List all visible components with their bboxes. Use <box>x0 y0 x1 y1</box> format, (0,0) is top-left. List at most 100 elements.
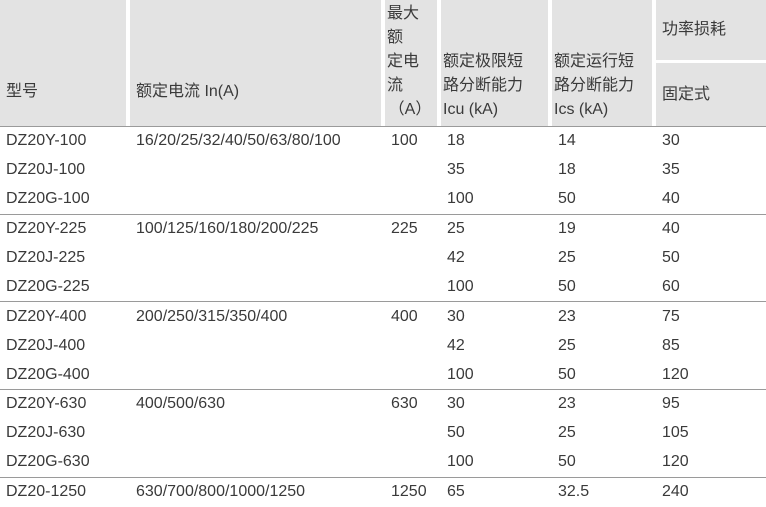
cell-max <box>385 272 441 301</box>
cell-in: 16/20/25/32/40/50/63/80/100 <box>130 126 385 156</box>
cell-in <box>130 419 385 448</box>
cell-in: 630/700/800/1000/1250 <box>130 476 385 507</box>
cell-in <box>130 185 385 214</box>
cell-max: 100 <box>385 126 441 156</box>
cell-loss: 75 <box>656 301 766 331</box>
cell-ics: 23 <box>552 301 656 331</box>
cell-icu: 25 <box>441 213 552 244</box>
cell-model: DZ20G-400 <box>6 365 90 383</box>
cell-max: 630 <box>385 389 441 419</box>
cell-icu: 42 <box>447 249 465 266</box>
cell-loss: 40 <box>662 190 680 208</box>
header-rated-current: 额定电流 In(A) <box>130 0 385 126</box>
cell-model: DZ20G-630 <box>6 453 90 471</box>
cell-ics: 50 <box>558 277 576 295</box>
table-row: DZ20Y-100 16/20/25/32/40/50/63/80/100 100 1… <box>0 126 766 156</box>
cell-in: 400/500/630 <box>130 389 385 419</box>
cell-model: DZ20-1250 <box>0 476 130 507</box>
cell-ics: 14 <box>552 126 656 156</box>
table-row: DZ20-1250 630/700/800/1000/1250 1250 65 32.5… <box>0 476 766 507</box>
header-power-loss: 功率损耗 <box>656 0 766 61</box>
cell-max <box>385 185 441 214</box>
table-row: DZ20G-630 100 50 120 <box>0 448 766 477</box>
table-row: DZ20Y-400 200/250/315/350/400 400 30 23 75 <box>0 301 766 331</box>
header-line: 定电流 <box>387 53 420 94</box>
cell-max: 225 <box>385 213 441 244</box>
cell-icu: 30 <box>441 389 552 419</box>
header-line: 额定运行短 <box>554 53 635 70</box>
cell-model: DZ20J-100 <box>6 161 86 179</box>
cell-ics: 25 <box>558 336 576 354</box>
cell-icu: 100 <box>447 190 474 208</box>
cell-model: DZ20Y-400 <box>0 301 130 331</box>
table-row: DZ20J-400 42 25 85 <box>0 331 766 360</box>
table-row: DZ20G-100 100 50 40 <box>0 185 766 214</box>
cell-ics: 50 <box>558 453 576 471</box>
cell-model: DZ20J-225 <box>6 249 86 266</box>
cell-max <box>385 419 441 448</box>
header-max-current: 最大额定电流 （A） <box>385 0 441 126</box>
header-line: （A） <box>388 101 432 118</box>
header-line: 路分断能力 <box>443 77 524 94</box>
cell-loss: 240 <box>656 476 766 507</box>
cell-model: DZ20G-100 <box>6 190 90 208</box>
cell-icu: 100 <box>447 453 474 471</box>
cell-loss: 35 <box>662 161 680 179</box>
table-row: DZ20G-225 100 50 60 <box>0 272 766 301</box>
cell-max: 1250 <box>385 476 441 507</box>
cell-in <box>130 331 385 360</box>
cell-loss: 95 <box>656 389 766 419</box>
header-line: Icu (kA) <box>443 101 499 118</box>
header-ics: 额定运行短路分断能力 Ics (kA) <box>552 0 656 126</box>
cell-loss: 60 <box>662 277 680 295</box>
cell-in <box>130 360 385 389</box>
cell-in <box>130 244 385 273</box>
cell-ics: 19 <box>552 213 656 244</box>
cell-ics: 50 <box>558 365 576 383</box>
cell-ics: 50 <box>558 190 576 208</box>
cell-model: DZ20G-225 <box>6 277 90 295</box>
cell-icu: 30 <box>441 301 552 331</box>
cell-loss: 120 <box>662 365 689 383</box>
header-line: 路分断能力 <box>554 77 635 94</box>
cell-loss: 105 <box>662 424 689 442</box>
cell-model: DZ20J-630 <box>6 424 86 442</box>
cell-in <box>130 272 385 301</box>
cell-icu: 35 <box>447 161 465 179</box>
cell-max <box>385 331 441 360</box>
cell-loss: 85 <box>662 336 680 354</box>
header-model: 型号 <box>0 0 130 126</box>
cell-max: 400 <box>385 301 441 331</box>
table-row: DZ20G-400 100 50 120 <box>0 360 766 389</box>
header-fixed: 固定式 <box>656 60 766 126</box>
cell-loss: 30 <box>656 126 766 156</box>
cell-in <box>130 156 385 185</box>
cell-loss: 120 <box>662 453 689 471</box>
table-row: DZ20J-225 42 25 50 <box>0 244 766 273</box>
table-row: DZ20J-100 35 18 35 <box>0 156 766 185</box>
cell-model: DZ20Y-225 <box>0 213 130 244</box>
cell-in <box>130 448 385 477</box>
cell-loss: 50 <box>662 249 680 266</box>
cell-max <box>385 244 441 273</box>
cell-in: 100/125/160/180/200/225 <box>130 213 385 244</box>
cell-ics: 18 <box>558 161 576 179</box>
cell-ics: 32.5 <box>552 476 656 507</box>
cell-ics: 23 <box>552 389 656 419</box>
table-row: DZ20Y-225 100/125/160/180/200/225 225 25 19 4… <box>0 213 766 244</box>
cell-icu: 42 <box>447 336 465 354</box>
cell-max <box>385 448 441 477</box>
cell-icu: 65 <box>441 476 552 507</box>
header-line: 最大额 <box>387 5 420 46</box>
header-line: Ics (kA) <box>554 101 609 118</box>
cell-max <box>385 360 441 389</box>
cell-in: 200/250/315/350/400 <box>130 301 385 331</box>
cell-ics: 25 <box>558 249 576 266</box>
header-line: 额定极限短 <box>443 53 524 70</box>
cell-model: DZ20Y-630 <box>0 389 130 419</box>
cell-icu: 100 <box>447 277 474 295</box>
cell-icu: 100 <box>447 365 474 383</box>
cell-model: DZ20J-400 <box>6 336 86 354</box>
table-row: DZ20J-630 50 25 105 <box>0 419 766 448</box>
